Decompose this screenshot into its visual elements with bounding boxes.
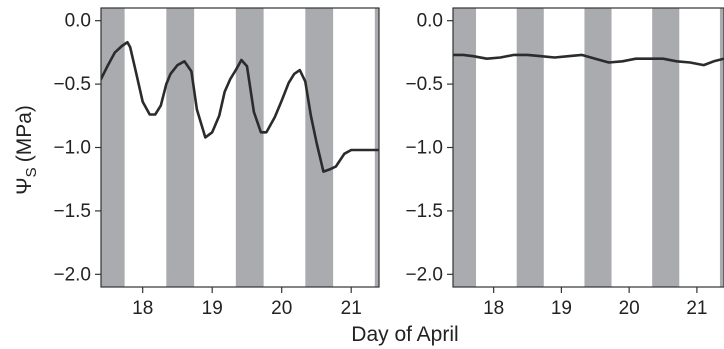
- y-axis-title: ΨS (MPa): [13, 105, 40, 195]
- x-tick-label: 20: [271, 298, 292, 319]
- y-tick-label: −0.5: [405, 74, 443, 95]
- y-tick-label: −1.0: [53, 138, 91, 159]
- x-tick-label: 19: [202, 298, 223, 319]
- panels: 0.0 −0.5 −1.0 −1.5 −2.0 18 19 20 21 0.0 −0.5 −1.0 −1…: [53, 7, 724, 319]
- panel-left: 0.0 −0.5 −1.0 −1.5 −2.0 18 19 20 21: [53, 7, 380, 319]
- y-axis-unit: (MPa): [13, 105, 36, 162]
- night-band-3: [584, 8, 612, 287]
- y-tick-label: −0.5: [53, 74, 91, 95]
- y-tick-label: −1.5: [405, 201, 443, 222]
- y-tick-label: −1.0: [405, 138, 443, 159]
- night-band-5: [719, 8, 724, 287]
- x-tick-label: 18: [483, 298, 504, 319]
- x-tick-label: 18: [132, 298, 153, 319]
- night-band-2: [516, 8, 544, 287]
- night-band-5: [374, 8, 379, 287]
- y-tick-label: 0.0: [65, 11, 91, 32]
- y-axis-symbol: Ψ: [13, 177, 36, 195]
- panel-right-plot: [453, 8, 724, 287]
- x-tick-label: 20: [619, 298, 640, 319]
- y-tick-label: −1.5: [53, 201, 91, 222]
- series-line-1: [101, 40, 379, 173]
- panel-left-plot: [101, 8, 379, 287]
- y-axis-subscript: S: [23, 167, 40, 177]
- y-tick-label: 0.0: [417, 11, 443, 32]
- x-tick-label: 21: [686, 298, 707, 319]
- panel-right: 0.0 −0.5 −1.0 −1.5 −2.0 18 19 20 21: [405, 7, 724, 319]
- night-band-1: [101, 8, 125, 287]
- x-tick-label: 19: [551, 298, 572, 319]
- y-tick-label: −2.0: [53, 264, 91, 285]
- x-tick-label: 21: [341, 298, 362, 319]
- night-band-3: [235, 8, 264, 287]
- night-band-4: [652, 8, 680, 287]
- x-axis-title: Day of April: [351, 323, 458, 346]
- night-band-1: [453, 8, 477, 287]
- y-tick-label: −2.0: [405, 264, 443, 285]
- night-band-4: [305, 8, 334, 287]
- night-band-2: [166, 8, 195, 287]
- series-line-1: [453, 53, 724, 67]
